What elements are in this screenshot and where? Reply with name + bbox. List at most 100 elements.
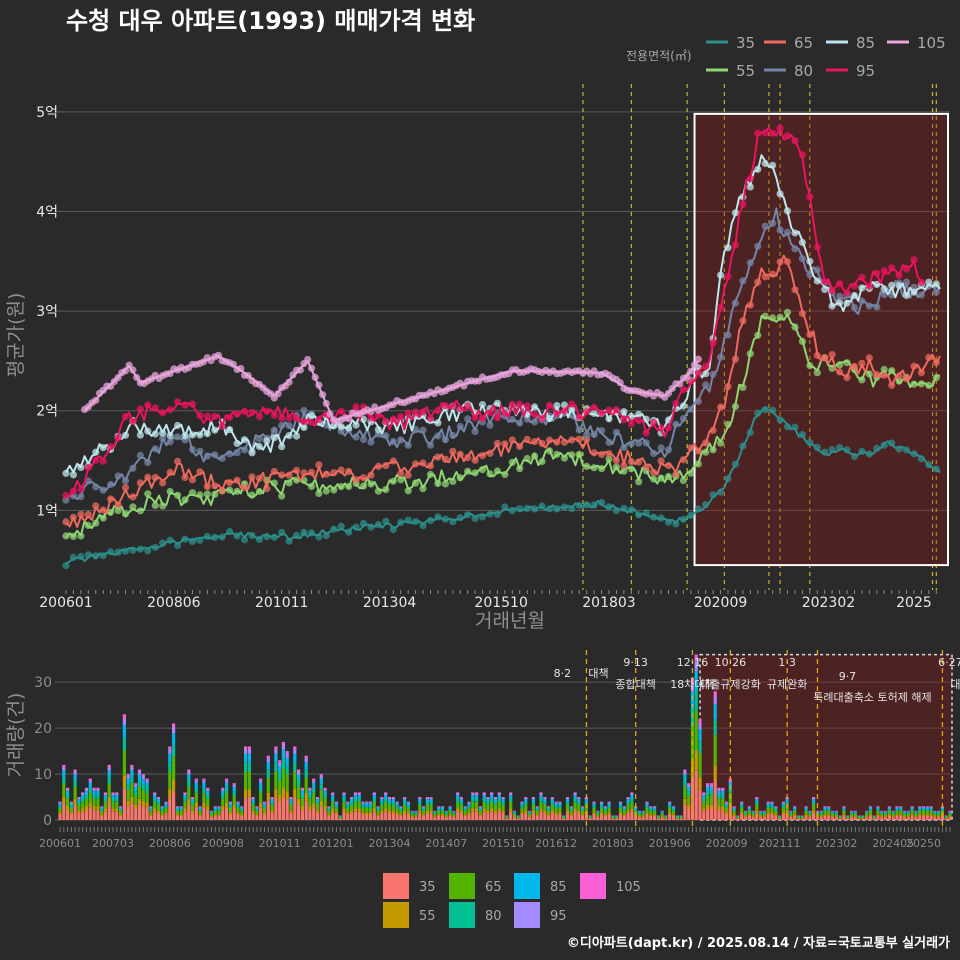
volume-bar-segment-105 (327, 806, 331, 807)
data-point-35 (233, 532, 241, 540)
data-point-35 (270, 533, 278, 541)
volume-bar-segment-65 (895, 810, 899, 815)
volume-bar-segment-35 (831, 817, 835, 820)
data-point-55 (679, 476, 688, 485)
data-point-85 (642, 415, 650, 423)
volume-bar-segment-85 (717, 791, 721, 795)
data-point-80 (783, 228, 792, 236)
volume-bar-segment-95 (376, 806, 380, 808)
volume-bar-segment-85 (346, 803, 350, 806)
volume-bar-segment-35 (755, 813, 759, 820)
volume-bar-segment-65 (81, 801, 85, 809)
data-point-35 (709, 491, 717, 499)
data-point-35 (873, 444, 881, 452)
data-point-85 (263, 437, 271, 445)
data-point-85 (620, 408, 628, 416)
data-point-35 (850, 453, 859, 461)
volume-bar-segment-65 (759, 813, 763, 817)
volume-bar-segment-80 (357, 798, 361, 802)
volume-bar-segment-80 (304, 769, 308, 778)
data-point-95 (776, 124, 784, 132)
volume-bar-segment-85 (122, 724, 126, 738)
volume-bar-segment-105 (346, 801, 350, 803)
policy-text: 규제완화 (767, 678, 807, 691)
volume-bar-segment-55 (247, 789, 251, 798)
data-point-80 (702, 381, 710, 389)
data-point-35 (598, 499, 606, 507)
volume-bar-segment-105 (683, 769, 687, 772)
data-point-35 (226, 528, 234, 536)
volume-bar-segment-55 (81, 808, 85, 812)
volume-bar-segment-105 (100, 806, 104, 807)
data-point-65 (865, 354, 873, 362)
data-point-35 (345, 528, 353, 536)
volume-bar-segment-105 (289, 797, 293, 798)
data-point-95 (910, 256, 918, 264)
volume-bar-segment-95 (293, 749, 297, 754)
volume-bar-segment-85 (490, 795, 494, 799)
volume-bar-segment-65 (683, 786, 687, 799)
data-point-85 (605, 415, 613, 423)
volume-bar-segment-55 (838, 818, 842, 819)
data-point-95 (456, 405, 464, 413)
volume-bar-segment-65 (611, 817, 615, 819)
data-point-95 (917, 279, 926, 287)
volume-bar-segment-95 (853, 811, 857, 812)
data-point-80 (419, 426, 427, 434)
volume-bar-segment-35 (418, 813, 422, 820)
volume-bar-segment-65 (546, 810, 551, 815)
volume-bar-segment-105 (153, 792, 157, 794)
volume-bar-segment-65 (225, 792, 229, 803)
volume-bar-segment-55 (823, 814, 827, 816)
volume-bar-segment-85 (331, 795, 335, 799)
volume-bar-segment-95 (876, 806, 880, 808)
volume-bar-segment-95 (92, 789, 96, 791)
data-point-80 (136, 451, 144, 459)
data-point-85 (285, 432, 293, 440)
volume-bar-segment-55 (732, 814, 736, 816)
volume-bar-segment-65 (524, 804, 528, 811)
volume-bar-segment-95 (482, 793, 486, 796)
volume-bar-segment-65 (600, 807, 604, 813)
volume-bar-segment-65 (380, 804, 384, 811)
volume-bar-segment-65 (656, 817, 660, 819)
volume-bar-segment-80 (774, 809, 778, 811)
volume-bar-segment-65 (293, 771, 297, 790)
volume-bar-segment-105 (187, 769, 191, 772)
volume-bar-segment-35 (232, 809, 236, 820)
volume-bar-segment-35 (751, 817, 755, 820)
volume-bar-segment-80 (346, 805, 350, 808)
volume-bar-segment-85 (391, 799, 395, 803)
data-point-95 (188, 400, 197, 408)
data-point-35 (791, 423, 799, 431)
data-point-80 (657, 444, 665, 452)
volume-bar-segment-55 (304, 793, 308, 801)
data-point-55 (516, 465, 524, 473)
volume-bar-segment-105 (66, 787, 70, 790)
volume-bar-segment-85 (384, 795, 388, 799)
volume-bar-segment-35 (145, 807, 149, 820)
volume-y-tick: 10 (34, 767, 52, 783)
data-point-35 (434, 513, 442, 521)
volume-bar-segment-95 (721, 789, 725, 791)
volume-bar-segment-65 (418, 804, 422, 811)
volume-bar-segment-80 (444, 812, 448, 814)
volume-bar-segment-80 (535, 809, 539, 811)
volume-bar-segment-95 (887, 806, 891, 808)
volume-bar-segment-35 (815, 817, 819, 820)
data-point-85 (925, 278, 933, 286)
data-point-35 (389, 526, 397, 534)
volume-bar-segment-85 (789, 811, 793, 813)
volume-bar-segment-55 (785, 810, 789, 814)
data-point-85 (92, 448, 100, 456)
data-point-85 (62, 469, 70, 477)
volume-bar-segment-95 (119, 806, 123, 808)
volume-bar-segment-105 (812, 797, 816, 798)
data-point-65 (397, 470, 405, 478)
volume-bar-segment-65 (918, 810, 922, 815)
volume-bar-segment-105 (350, 797, 354, 798)
data-point-95 (717, 303, 725, 312)
volume-bar-segment-80 (653, 809, 657, 811)
data-point-105 (616, 379, 624, 387)
